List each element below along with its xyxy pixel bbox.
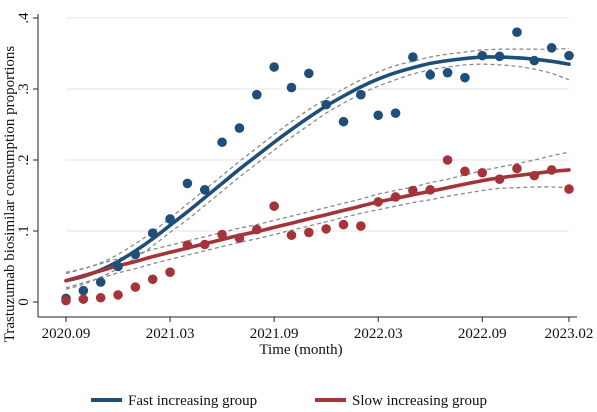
point-fast-2021.04 [182,178,193,189]
point-slow-2020.12 [113,290,123,300]
point-slow-2021.04 [182,240,193,250]
y-tick-label-0: 0 [16,298,32,306]
point-fast-2022.05 [408,52,418,62]
point-fast-2021.07 [234,123,245,133]
point-fast-2021.05 [199,185,210,195]
point-fast-2021.01 [130,249,141,260]
point-fast-2022.11 [512,27,522,37]
y-axis-title: Trastuzumab biosimilar consumption propo… [2,46,18,343]
point-fast-2021.06 [217,137,227,148]
y-tick-label-2: .2 [16,154,32,165]
y-tick-label-4: .4 [16,12,32,24]
point-fast-2021.12 [321,99,331,110]
point-slow-2021.09 [269,201,279,211]
x-tick-label-0: 2020.09 [42,326,91,342]
x-tick-label-2: 2021.09 [250,326,299,342]
data-points [61,27,574,306]
point-fast-2021.11 [304,68,314,79]
legend-label-fast: Fast increasing group [128,393,257,409]
point-fast-2022.06 [425,70,436,80]
point-fast-2022.03 [373,110,384,121]
point-slow-2022.06 [425,185,436,195]
point-fast-2022.10 [494,51,505,62]
point-fast-2021.08 [251,89,262,100]
ticks: 0 .1 .2 .3 .4 2020.09 2021.03 2021.09 2022.03 202… [16,12,593,342]
point-slow-2021.03 [165,267,175,277]
point-fast-2022.07 [442,67,453,78]
point-fast-2022.04 [390,108,401,118]
point-slow-2022.03 [373,197,384,207]
point-slow-2022.12 [529,170,540,181]
point-fast-2022.09 [477,50,488,61]
point-slow-2021.12 [321,224,331,234]
point-slow-2023.01 [546,165,557,175]
point-fast-2022.08 [460,72,470,83]
point-fast-2023.01 [546,43,557,53]
fit-line-fast [64,55,571,283]
ci-lower-fast [65,63,570,290]
y-tick-label-1: .1 [16,225,32,236]
point-slow-2021.08 [251,224,262,235]
point-fast-2022.12 [529,55,540,66]
point-slow-2022.08 [460,166,470,177]
point-fast-2021.10 [286,82,297,93]
legend: Fast increasing group Slow increasing gr… [91,393,487,409]
point-fast-2021.09 [269,62,279,72]
point-slow-2021.05 [199,239,210,250]
point-fast-2023.02 [564,50,574,61]
confidence-intervals [65,47,570,290]
point-slow-2021.06 [217,229,227,240]
grid [66,17,569,232]
point-slow-2021.11 [304,227,314,238]
point-slow-2021.01 [130,282,141,292]
y-tick-label-3: .3 [16,83,32,94]
point-fast-2020.10 [78,285,89,296]
point-slow-2020.11 [95,292,106,303]
fit-line-slow [64,168,571,283]
point-slow-2020.10 [78,294,89,304]
point-fast-2020.11 [95,277,106,287]
point-slow-2022.04 [390,192,401,202]
point-slow-2022.11 [512,163,522,174]
ci-upper-slow [65,151,570,275]
x-tick-label-5: 2023.02 [545,326,594,342]
point-slow-2021.10 [286,230,297,241]
point-slow-2020.09 [61,295,71,306]
ci-lower-slow [65,186,570,289]
legend-label-slow: Slow increasing group [352,393,487,409]
point-fast-2022.02 [356,89,366,100]
axes [37,14,577,318]
point-slow-2022.09 [477,167,488,178]
x-tick-label-1: 2021.03 [146,326,195,342]
point-slow-2022.10 [494,174,505,184]
point-slow-2022.02 [356,221,366,231]
fit-lines [64,55,571,283]
point-slow-2022.07 [442,155,453,165]
point-slow-2022.01 [338,219,349,230]
x-tick-label-4: 2022.09 [458,326,507,342]
x-axis-title: Time (month) [259,342,342,358]
point-fast-2022.01 [338,116,349,127]
point-fast-2021.03 [165,214,175,224]
point-fast-2021.02 [147,228,158,238]
point-slow-2021.07 [234,233,245,243]
point-slow-2023.02 [564,184,574,194]
point-slow-2022.05 [408,185,418,196]
point-slow-2021.02 [147,274,158,285]
x-tick-label-3: 2022.03 [354,326,403,342]
point-fast-2020.12 [113,261,123,272]
